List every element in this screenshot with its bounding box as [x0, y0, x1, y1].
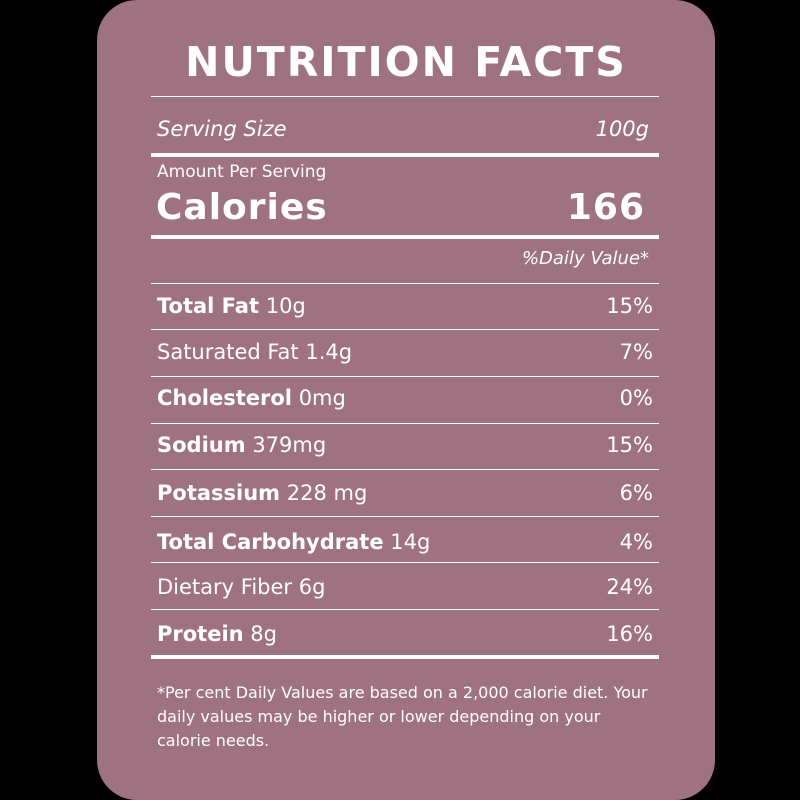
nutrient-daily-value: 0%	[619, 386, 653, 410]
nutrient-row-total-fat: Total Fat 10g 15%	[157, 292, 653, 320]
nutrient-daily-value: 7%	[619, 340, 653, 364]
divider-thick	[151, 655, 659, 659]
nutrient-name: Sodium	[157, 433, 246, 457]
nutrition-facts-card: NUTRITION FACTS Serving Size 100g Amount…	[97, 0, 715, 800]
nutrient-row-total-carbohydrate: Total Carbohydrate 14g 4%	[157, 528, 653, 556]
nutrient-row-saturated-fat: Saturated Fat 1.4g 7%	[157, 338, 653, 366]
nutrient-name: Total Fat	[157, 294, 260, 318]
divider	[151, 376, 659, 377]
divider-thick	[151, 235, 659, 239]
nutrient-amount: 8g	[250, 622, 277, 646]
divider	[151, 609, 659, 610]
divider	[151, 516, 659, 517]
calories-label: Calories	[156, 187, 328, 228]
nutrient-daily-value: 16%	[606, 622, 653, 646]
nutrient-daily-value: 15%	[606, 433, 653, 457]
divider	[151, 423, 659, 424]
amount-per-serving: Amount Per Serving	[157, 162, 327, 182]
nutrient-daily-value: 4%	[619, 530, 653, 554]
nutrient-name: Potassium	[157, 481, 281, 505]
nutrient-name: Protein	[157, 622, 244, 646]
divider	[151, 562, 659, 563]
nutrient-row-sodium: Sodium 379mg 15%	[157, 431, 653, 459]
nutrient-name: Cholesterol	[157, 386, 292, 410]
footnote: *Per cent Daily Values are based on a 2,…	[157, 683, 648, 750]
nutrient-name: Saturated Fat	[157, 340, 299, 364]
nutrient-amount: 10g	[265, 294, 306, 318]
divider	[151, 96, 659, 97]
nutrient-amount: 1.4g	[305, 340, 353, 364]
nutrient-daily-value: 15%	[606, 294, 653, 318]
calories-value: 166	[566, 187, 645, 228]
nutrient-amount: 0mg	[298, 386, 346, 410]
daily-value-header: %Daily Value*	[521, 248, 649, 269]
nutrient-amount: 6g	[298, 575, 326, 599]
nutrient-amount: 379mg	[252, 433, 327, 457]
serving-size-label: Serving Size	[157, 117, 287, 141]
divider-thick	[151, 153, 659, 157]
nutrient-daily-value: 6%	[619, 481, 653, 505]
divider	[151, 329, 659, 330]
divider	[151, 283, 659, 284]
nutrient-name: Dietary Fiber	[157, 575, 293, 599]
nutrient-daily-value: 24%	[606, 575, 653, 599]
nutrient-row-potassium: Potassium 228 mg 6%	[157, 479, 653, 507]
page-title: NUTRITION FACTS	[185, 38, 627, 86]
nutrient-name: Total Carbohydrate	[157, 530, 384, 554]
nutrient-amount: 228 mg	[286, 481, 368, 505]
divider	[151, 469, 659, 470]
nutrient-row-cholesterol: Cholesterol 0mg 0%	[157, 384, 653, 412]
nutrient-row-protein: Protein 8g 16%	[157, 620, 653, 648]
nutrient-row-dietary-fiber: Dietary Fiber 6g 24%	[157, 573, 653, 601]
serving-size-value: 100g	[595, 117, 649, 141]
nutrient-amount: 14g	[390, 530, 431, 554]
